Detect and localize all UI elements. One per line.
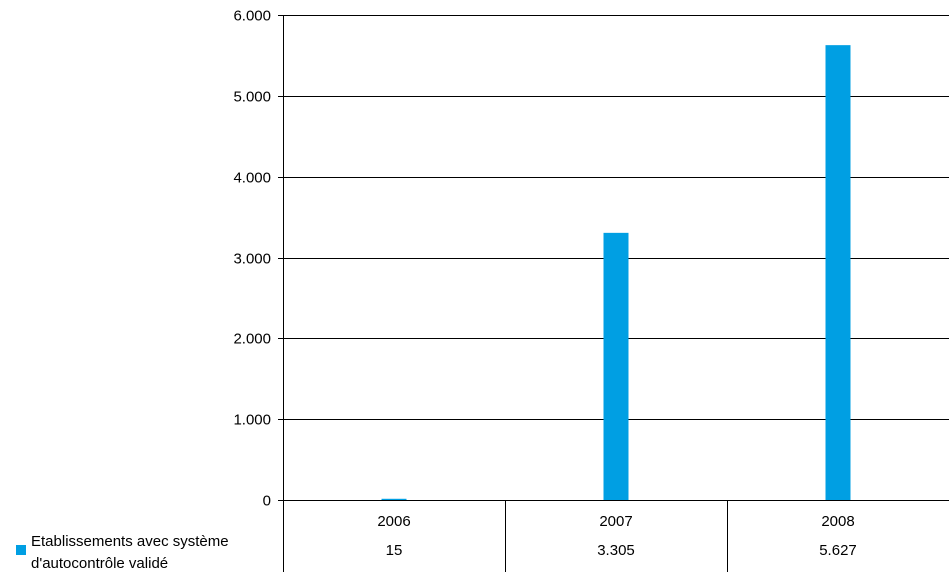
y-tick-label: 5.000 (233, 89, 271, 106)
x-tick-label: 2006 (377, 513, 410, 530)
data-table-values: 15 3.305 5.627 (386, 542, 857, 559)
x-axis-category-labels: 2006 2007 2008 (377, 513, 854, 530)
y-tick-label: 3.000 (233, 251, 271, 268)
x-tick-label: 2008 (821, 513, 854, 530)
y-tick-label: 2.000 (233, 331, 271, 348)
bars (381, 45, 851, 572)
y-axis-tick-labels: 0 1.000 2.000 3.000 4.000 5.000 6.000 (233, 8, 271, 510)
y-tick-label: 6.000 (233, 8, 271, 25)
bar-2006 (381, 498, 407, 500)
data-value-label: 3.305 (597, 542, 635, 559)
bar-2007 (603, 232, 629, 501)
y-tick-label: 4.000 (233, 170, 271, 187)
legend-swatch (16, 545, 26, 555)
y-tick-label: 0 (263, 493, 271, 510)
x-tick-label: 2007 (599, 513, 632, 530)
bar-2008 (825, 45, 851, 501)
data-value-label: 5.627 (819, 542, 857, 559)
y-tick-label: 1.000 (233, 412, 271, 429)
legend-label-line-1: Etablissements avec système (31, 533, 229, 550)
legend-label-line-2: d'autocontrôle validé (31, 555, 168, 572)
data-value-label: 15 (386, 542, 403, 559)
legend: Etablissements avec système d'autocontrô… (16, 533, 229, 572)
